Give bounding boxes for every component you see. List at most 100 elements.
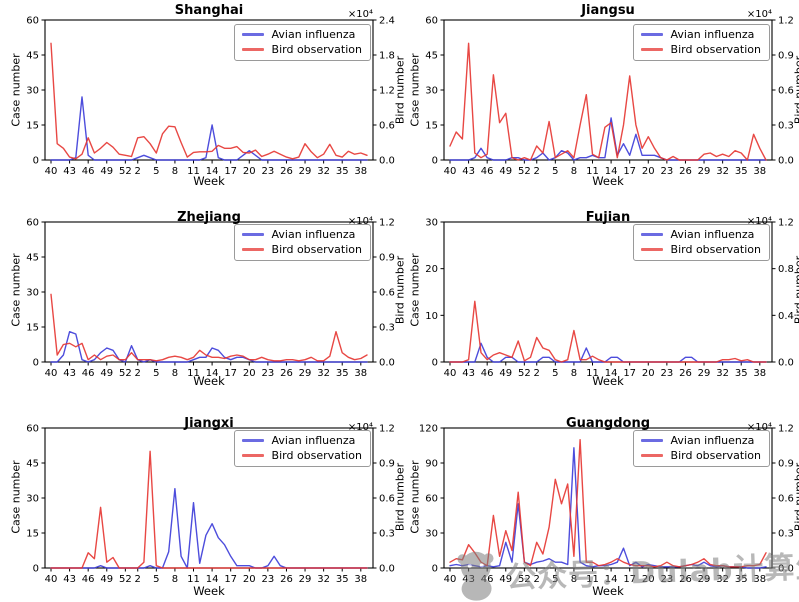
x-axis-label: Week: [193, 374, 225, 388]
legend: Avian influenza Bird observation: [233, 430, 371, 467]
svg-text:32: 32: [716, 574, 729, 585]
svg-text:0.0: 0.0: [379, 358, 395, 369]
svg-text:0.6: 0.6: [778, 86, 794, 97]
legend: Avian influenza Bird observation: [233, 224, 371, 261]
svg-text:1.2: 1.2: [778, 424, 794, 435]
svg-text:0.8: 0.8: [778, 264, 794, 275]
avian-influenza-line-key: [640, 233, 663, 236]
panel-jiangxi: Jiangxi ×10⁴ Case number Bird number Wee…: [0, 400, 407, 602]
panel-guangdong: Guangdong ×10⁴ Case number Bird number W…: [399, 400, 799, 602]
svg-text:52: 52: [119, 166, 132, 177]
svg-text:2: 2: [135, 166, 141, 177]
svg-text:40: 40: [45, 368, 58, 379]
svg-text:0.9: 0.9: [379, 459, 395, 470]
svg-text:10: 10: [425, 311, 438, 322]
svg-text:43: 43: [63, 368, 76, 379]
svg-text:52: 52: [518, 574, 531, 585]
svg-text:60: 60: [26, 16, 39, 27]
svg-text:8: 8: [172, 166, 178, 177]
svg-text:49: 49: [499, 574, 512, 585]
avian-influenza-line-key: [241, 33, 264, 36]
svg-text:5: 5: [552, 574, 558, 585]
svg-text:0: 0: [33, 358, 39, 369]
svg-text:2: 2: [534, 368, 540, 379]
svg-text:52: 52: [119, 368, 132, 379]
svg-text:20: 20: [642, 574, 655, 585]
svg-text:32: 32: [317, 368, 330, 379]
svg-text:43: 43: [462, 166, 475, 177]
svg-text:23: 23: [261, 166, 274, 177]
panel-fujian: Fujian ×10⁴ Case number Bird number Week…: [399, 200, 799, 400]
legend-label-avian-influenza: Avian influenza: [271, 28, 356, 41]
svg-text:49: 49: [499, 166, 512, 177]
svg-text:14: 14: [206, 166, 219, 177]
legend-label-avian-influenza: Avian influenza: [670, 434, 755, 447]
svg-text:0.0: 0.0: [379, 156, 395, 167]
svg-text:5: 5: [552, 368, 558, 379]
svg-text:30: 30: [425, 218, 438, 229]
svg-text:0: 0: [432, 564, 438, 575]
svg-text:0.9: 0.9: [778, 51, 794, 62]
svg-text:15: 15: [26, 323, 39, 334]
right-axis-multiplier: ×10⁴: [347, 9, 373, 20]
svg-text:32: 32: [716, 166, 729, 177]
svg-text:52: 52: [518, 368, 531, 379]
avian-influenza-line-key: [241, 233, 264, 236]
svg-text:32: 32: [317, 166, 330, 177]
svg-text:52: 52: [119, 574, 132, 585]
svg-text:20: 20: [243, 166, 256, 177]
svg-text:52: 52: [518, 166, 531, 177]
svg-text:8: 8: [571, 368, 577, 379]
legend: Avian influenza Bird observation: [233, 24, 371, 61]
svg-text:5: 5: [153, 574, 159, 585]
svg-text:46: 46: [82, 166, 95, 177]
svg-text:11: 11: [586, 368, 599, 379]
svg-text:5: 5: [153, 166, 159, 177]
svg-text:60: 60: [26, 424, 39, 435]
svg-text:2: 2: [135, 574, 141, 585]
svg-text:0.3: 0.3: [379, 529, 395, 540]
plot-area: 0 15 30 45 60 0.0 0.6 1.2 1.8 2.4 40 43 46 49 52 2 5 8 11 1…: [26, 16, 395, 178]
svg-text:26: 26: [280, 574, 293, 585]
panel-zhejiang: Zhejiang ×10⁴ Case number Bird number We…: [0, 200, 407, 400]
svg-text:30: 30: [26, 86, 39, 97]
svg-text:17: 17: [224, 166, 237, 177]
svg-text:60: 60: [26, 218, 39, 229]
svg-text:11: 11: [586, 166, 599, 177]
svg-text:1.2: 1.2: [379, 86, 395, 97]
svg-text:46: 46: [82, 574, 95, 585]
svg-text:17: 17: [224, 574, 237, 585]
bird-observation-line-key: [640, 454, 663, 457]
svg-text:32: 32: [716, 368, 729, 379]
legend-label-bird-observation: Bird observation: [670, 243, 761, 256]
svg-text:45: 45: [26, 51, 39, 62]
svg-text:43: 43: [63, 166, 76, 177]
panel-shanghai: Shanghai ×10⁴ Case number Bird number We…: [0, 0, 407, 200]
svg-text:0: 0: [432, 156, 438, 167]
svg-text:17: 17: [224, 368, 237, 379]
svg-text:1.8: 1.8: [379, 51, 395, 62]
chart-title: Guangdong: [565, 416, 651, 431]
svg-text:26: 26: [679, 574, 692, 585]
bird-observation-line-key: [241, 48, 264, 51]
svg-text:17: 17: [623, 166, 636, 177]
avian-influenza-line-key: [640, 33, 663, 36]
svg-text:38: 38: [753, 574, 766, 585]
svg-text:38: 38: [354, 574, 367, 585]
svg-text:29: 29: [698, 368, 711, 379]
legend: Avian influenza Bird observation: [632, 430, 770, 467]
svg-text:2: 2: [135, 368, 141, 379]
legend-label-bird-observation: Bird observation: [670, 449, 761, 462]
chart-title: Zhejiang: [177, 210, 241, 225]
svg-text:23: 23: [660, 368, 673, 379]
svg-text:0.9: 0.9: [379, 253, 395, 264]
bird-observation-line-key: [241, 454, 264, 457]
svg-text:15: 15: [425, 121, 438, 132]
svg-text:1.2: 1.2: [778, 218, 794, 229]
svg-text:35: 35: [735, 574, 748, 585]
svg-text:29: 29: [299, 166, 312, 177]
plot-area: 0 15 30 45 60 0.0 0.3 0.6 0.9 1.2 40 43 46 49 52 2 5 8 11 1…: [26, 218, 395, 380]
svg-text:29: 29: [299, 368, 312, 379]
svg-text:45: 45: [26, 253, 39, 264]
svg-text:8: 8: [172, 368, 178, 379]
